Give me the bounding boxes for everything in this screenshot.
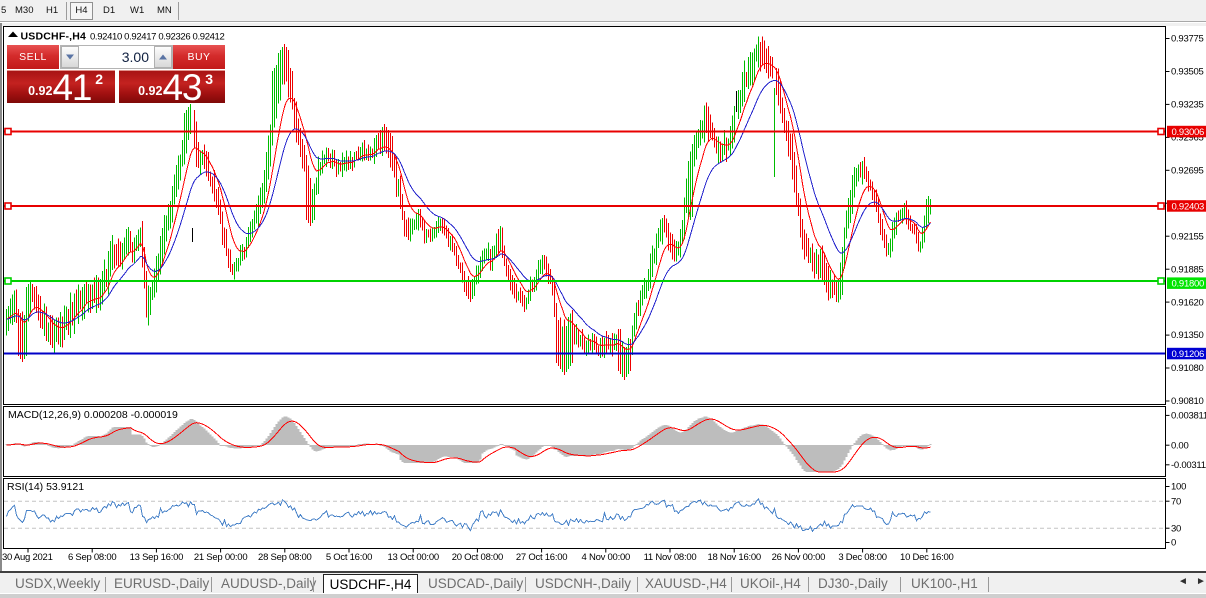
svg-text:3 Dec 08:00: 3 Dec 08:00: [838, 552, 886, 563]
svg-text:13 Sep 16:00: 13 Sep 16:00: [130, 552, 184, 563]
svg-text:0.92695: 0.92695: [1171, 166, 1204, 177]
svg-text:0.93505: 0.93505: [1171, 67, 1204, 78]
svg-text:0.92965: 0.92965: [1171, 133, 1204, 144]
svg-text:0.00: 0.00: [1171, 440, 1189, 451]
svg-text:21 Sep 00:00: 21 Sep 00:00: [194, 552, 248, 563]
svg-text:0.92155: 0.92155: [1171, 231, 1204, 242]
svg-text:MACD(12,26,9) 0.000208 -0.0000: MACD(12,26,9) 0.000208 -0.000019: [8, 409, 178, 421]
svg-text:13 Oct 00:00: 13 Oct 00:00: [387, 552, 438, 563]
svg-text:0.91620: 0.91620: [1171, 297, 1204, 308]
svg-text:6 Sep 08:00: 6 Sep 08:00: [68, 552, 117, 563]
svg-text:18 Nov 16:00: 18 Nov 16:00: [707, 552, 761, 563]
svg-text:0.91080: 0.91080: [1171, 363, 1204, 374]
svg-text:0.91885: 0.91885: [1171, 264, 1204, 275]
svg-text:0.91206: 0.91206: [1172, 349, 1205, 360]
svg-text:5 Oct 16:00: 5 Oct 16:00: [326, 552, 372, 563]
svg-text:30: 30: [1171, 523, 1181, 534]
svg-text:RSI(14) 53.9121: RSI(14) 53.9121: [7, 481, 84, 493]
svg-text:0.92410 0.92417 0.92326 0.9241: 0.92410 0.92417 0.92326 0.92412: [90, 32, 224, 43]
svg-text:100: 100: [1171, 482, 1186, 493]
svg-text:11 Nov 08:00: 11 Nov 08:00: [644, 552, 697, 563]
svg-text:20 Oct 08:00: 20 Oct 08:00: [452, 552, 503, 563]
svg-text:10 Dec 16:00: 10 Dec 16:00: [900, 552, 954, 563]
svg-text:70: 70: [1171, 496, 1181, 507]
svg-text:28 Sep 08:00: 28 Sep 08:00: [258, 552, 312, 563]
svg-text:0.92403: 0.92403: [1172, 202, 1205, 213]
svg-text:0.90810: 0.90810: [1171, 396, 1204, 407]
svg-text:0: 0: [1171, 538, 1176, 549]
svg-text:0.93006: 0.93006: [1172, 127, 1205, 138]
svg-text:0.003811: 0.003811: [1171, 411, 1206, 422]
svg-text:USDCHF-,H4: USDCHF-,H4: [21, 31, 87, 43]
svg-text:4 Nov 00:00: 4 Nov 00:00: [582, 552, 630, 563]
svg-text:0.91350: 0.91350: [1171, 330, 1204, 341]
svg-text:30 Aug 2021: 30 Aug 2021: [2, 552, 53, 563]
svg-text:0.91800: 0.91800: [1172, 279, 1205, 290]
svg-text:0.93775: 0.93775: [1171, 34, 1204, 45]
svg-text:26 Nov 00:00: 26 Nov 00:00: [772, 552, 826, 563]
svg-text:0.93235: 0.93235: [1171, 100, 1204, 111]
svg-text:27 Oct 16:00: 27 Oct 16:00: [516, 552, 567, 563]
